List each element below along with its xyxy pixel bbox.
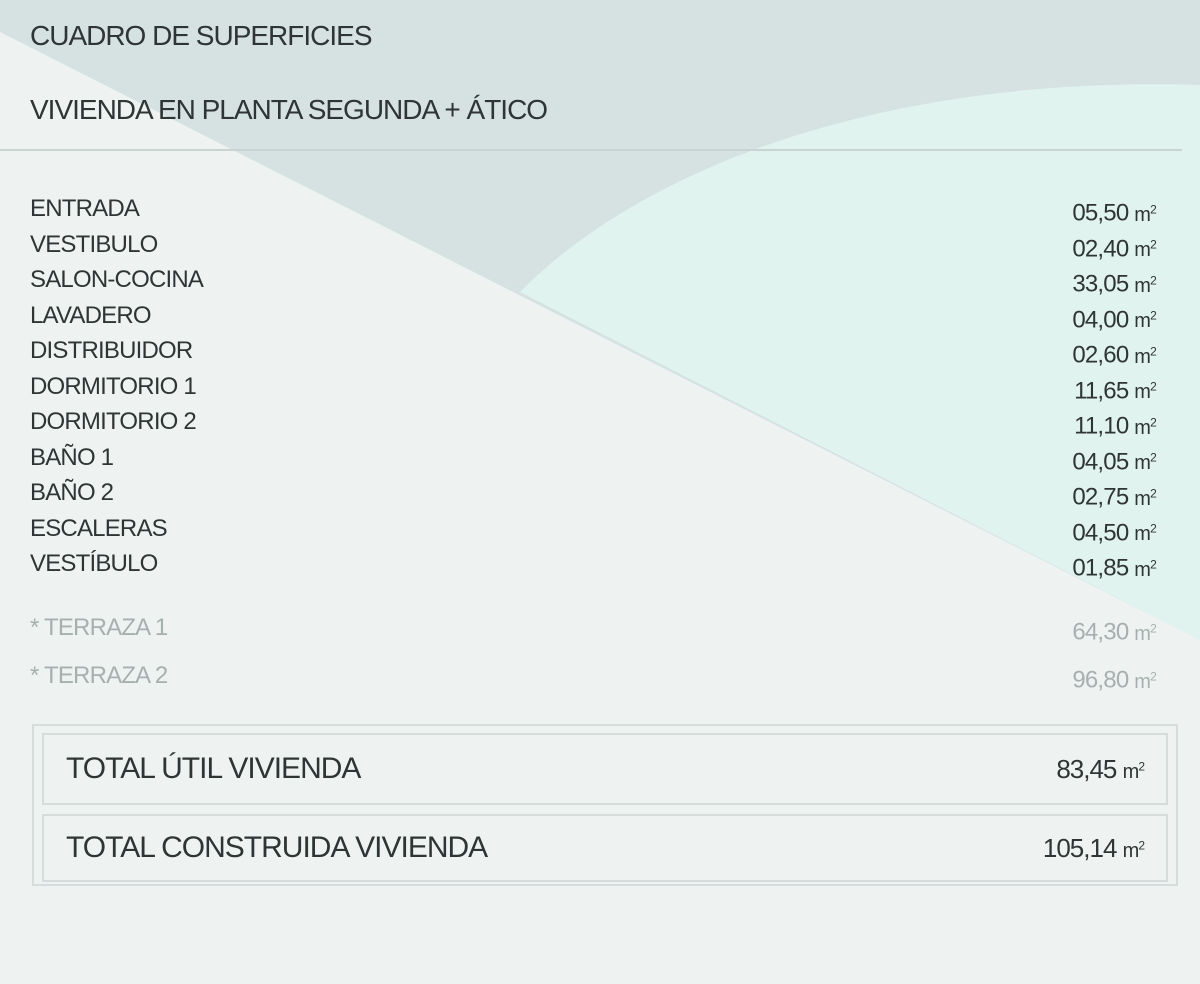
row-value: 64,30 m2: [1072, 618, 1156, 646]
room-row: SALON-COCINA 33,05 m2: [30, 264, 1157, 300]
room-row: VESTÍBULO 01,85 m2: [30, 548, 1157, 584]
total-value: 83,45 m2: [1056, 753, 1145, 784]
total-value: 105,14 m2: [1042, 832, 1145, 863]
total-label: TOTAL ÚTIL VIVIENDA: [66, 752, 361, 785]
room-row: DORMITORIO 1 11,65 m2: [30, 371, 1157, 407]
row-name: ESCALERAS: [30, 514, 168, 542]
row-name: BAÑO 2: [30, 479, 114, 506]
row-value: 33,05 m2: [1072, 270, 1156, 298]
row-name: LAVADERO: [30, 301, 152, 329]
total-construida-row: TOTAL CONSTRUIDA VIVIENDA 105,14 m2: [42, 814, 1168, 882]
page-subtitle: VIVIENDA EN PLANTA SEGUNDA + ÁTICO: [30, 94, 548, 125]
row-name: DISTRIBUIDOR: [30, 337, 193, 364]
row-name: * TERRAZA 1: [30, 614, 168, 641]
total-label: TOTAL CONSTRUIDA VIVIENDA: [66, 831, 488, 864]
room-row: ESCALERAS 04,50 m2: [30, 513, 1157, 549]
row-name: VESTIBULO: [30, 230, 158, 258]
page-title: CUADRO DE SUPERFICIES: [30, 20, 372, 51]
row-value: 02,75 m2: [1072, 483, 1156, 511]
total-util-row: TOTAL ÚTIL VIVIENDA 83,45 m2: [42, 733, 1168, 805]
room-row: ENTRADA 05,50 m2: [30, 193, 1157, 229]
totals-box: TOTAL ÚTIL VIVIENDA 83,45 m2 TOTAL CONST…: [32, 724, 1178, 886]
mint-curve-shape: [520, 84, 1200, 640]
row-name: DORMITORIO 2: [30, 408, 197, 435]
row-value: 02,40 m2: [1072, 235, 1156, 263]
divider: [0, 149, 1182, 151]
row-value: 96,80 m2: [1072, 666, 1156, 694]
row-name: * TERRAZA 2: [30, 662, 168, 689]
row-name: BAÑO 1: [30, 443, 114, 471]
row-value: 02,60 m2: [1072, 341, 1156, 369]
terrace-row: * TERRAZA 2 96,80 m2: [30, 660, 1157, 708]
room-row: BAÑO 2 02,75 m2: [30, 477, 1157, 513]
terrace-row: * TERRAZA 1 64,30 m2: [30, 612, 1157, 660]
row-value: 01,85 m2: [1072, 554, 1156, 582]
row-name: ENTRADA: [30, 195, 140, 222]
room-row: DORMITORIO 2 11,10 m2: [30, 406, 1157, 442]
row-name: SALON-COCINA: [30, 266, 204, 293]
row-value: 04,50 m2: [1072, 519, 1156, 547]
rooms-list: ENTRADA 05,50 m2 VESTIBULO 02,40 m2 SALON-CO…: [30, 193, 1157, 584]
row-value: 11,65 m2: [1074, 377, 1157, 405]
room-row: BAÑO 1 04,05 m2: [30, 442, 1157, 478]
row-name: VESTÍBULO: [30, 550, 158, 577]
room-row: VESTIBULO 02,40 m2: [30, 229, 1157, 265]
row-value: 04,05 m2: [1072, 448, 1156, 476]
row-value: 05,50 m2: [1072, 199, 1156, 227]
row-name: DORMITORIO 1: [30, 372, 197, 400]
room-row: DISTRIBUIDOR 02,60 m2: [30, 335, 1157, 371]
terraces-list: * TERRAZA 1 64,30 m2 * TERRAZA 2 96,80 m2: [30, 612, 1157, 708]
row-value: 04,00 m2: [1072, 306, 1156, 334]
room-row: LAVADERO 04,00 m2: [30, 300, 1157, 336]
row-value: 11,10 m2: [1074, 412, 1157, 440]
